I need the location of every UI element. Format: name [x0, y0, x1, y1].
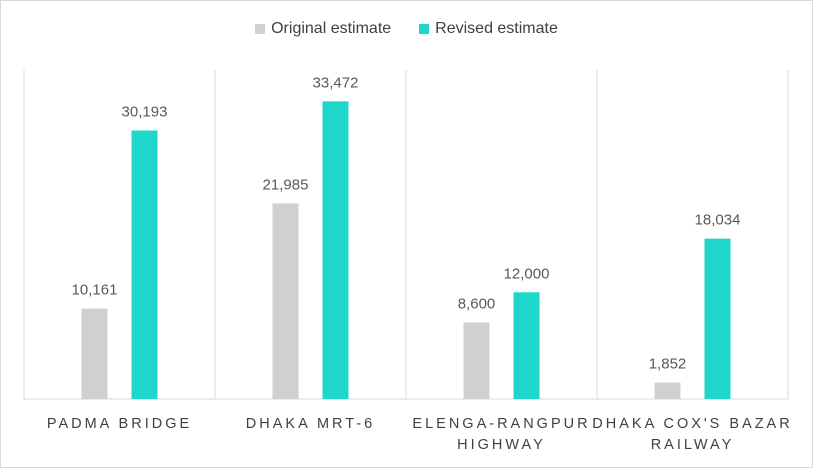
- data-label-revised-2: 12,000: [504, 265, 550, 282]
- category-label-0-line-0: PADMA BRIDGE: [47, 416, 192, 432]
- category-label-1-line-0: DHAKA MRT-6: [246, 416, 375, 432]
- legend-item-revised: Revised estimate: [419, 20, 558, 38]
- legend-item-original: Original estimate: [255, 20, 391, 38]
- legend-swatch-revised: [419, 24, 430, 34]
- bar-original-0: [81, 308, 108, 399]
- data-label-original-1: 21,985: [263, 177, 309, 194]
- bar-revised-2: [513, 292, 540, 399]
- legend-label-revised: Revised estimate: [435, 20, 558, 37]
- category-label-2-line-1: HIGHWAY: [457, 437, 546, 453]
- bar-revised-3: [704, 238, 731, 399]
- bar-original-1: [272, 203, 299, 399]
- legend-swatch-original: [255, 24, 266, 34]
- category-label-3-line-1: RAILWAY: [651, 437, 735, 453]
- data-label-revised-1: 33,472: [313, 74, 359, 91]
- category-label-3-line-0: DHAKA COX'S BAZAR: [592, 416, 792, 432]
- data-label-original-3: 1,852: [649, 356, 687, 373]
- bar-revised-1: [322, 101, 349, 399]
- data-label-revised-3: 18,034: [695, 212, 741, 229]
- data-label-revised-0: 30,193: [122, 104, 168, 121]
- legend-label-original: Original estimate: [271, 20, 392, 37]
- bar-revised-0: [131, 130, 158, 400]
- data-label-original-2: 8,600: [458, 296, 496, 313]
- data-label-original-0: 10,161: [72, 282, 118, 299]
- bar-original-2: [463, 322, 490, 399]
- category-label-2-line-0: ELENGA-RANGPUR: [412, 416, 590, 432]
- legend: Original estimate Revised estimate: [0, 20, 813, 38]
- bar-original-3: [654, 382, 681, 399]
